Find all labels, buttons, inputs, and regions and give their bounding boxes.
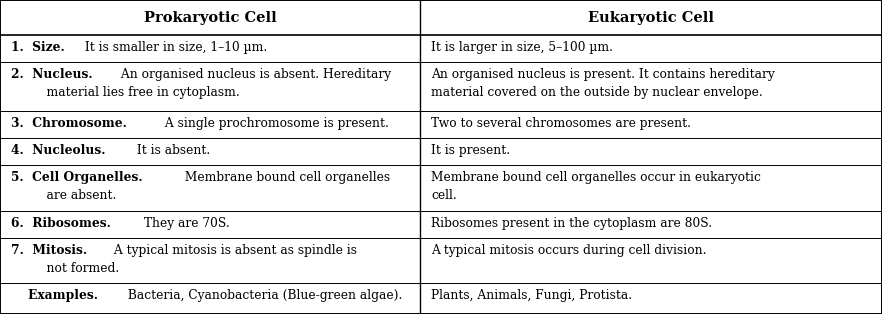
Text: 4.  Nucleolus.: 4. Nucleolus.: [11, 144, 106, 157]
Text: A typical mitosis occurs during cell division.: A typical mitosis occurs during cell div…: [431, 244, 706, 257]
Text: 1.  Size.: 1. Size.: [11, 41, 65, 54]
Text: An organised nucleus is present. It contains hereditary: An organised nucleus is present. It cont…: [431, 68, 775, 81]
Text: Examples.: Examples.: [11, 290, 99, 302]
Text: are absent.: are absent.: [31, 189, 116, 202]
Text: Eukaryotic Cell: Eukaryotic Cell: [588, 11, 714, 24]
Text: Bacteria, Cyanobacteria (Blue-green algae).: Bacteria, Cyanobacteria (Blue-green alga…: [123, 290, 402, 302]
Text: 6.  Ribosomes.: 6. Ribosomes.: [11, 217, 111, 230]
Text: Membrane bound cell organelles occur in eukaryotic: Membrane bound cell organelles occur in …: [431, 171, 761, 184]
Text: not formed.: not formed.: [31, 262, 119, 275]
Text: A typical mitosis is absent as spindle is: A typical mitosis is absent as spindle i…: [109, 244, 356, 257]
Text: material covered on the outside by nuclear envelope.: material covered on the outside by nucle…: [431, 86, 763, 99]
Text: material lies free in cytoplasm.: material lies free in cytoplasm.: [31, 86, 240, 99]
Text: 2.  Nucleus.: 2. Nucleus.: [11, 68, 93, 81]
Text: It is larger in size, 5–100 µm.: It is larger in size, 5–100 µm.: [431, 41, 613, 54]
Text: 7.  Mitosis.: 7. Mitosis.: [11, 244, 87, 257]
Text: A single prochromosome is present.: A single prochromosome is present.: [161, 117, 389, 130]
Text: Membrane bound cell organelles: Membrane bound cell organelles: [182, 171, 391, 184]
Text: Ribosomes present in the cytoplasm are 80S.: Ribosomes present in the cytoplasm are 8…: [431, 217, 713, 230]
Text: It is absent.: It is absent.: [133, 144, 211, 157]
Text: Two to several chromosomes are present.: Two to several chromosomes are present.: [431, 117, 691, 130]
Text: Plants, Animals, Fungi, Protista.: Plants, Animals, Fungi, Protista.: [431, 290, 632, 302]
Text: It is present.: It is present.: [431, 144, 511, 157]
Text: It is smaller in size, 1–10 µm.: It is smaller in size, 1–10 µm.: [81, 41, 267, 54]
Text: 5.  Cell Organelles.: 5. Cell Organelles.: [11, 171, 143, 184]
Text: Prokaryotic Cell: Prokaryotic Cell: [144, 11, 276, 24]
Text: 3.  Chromosome.: 3. Chromosome.: [11, 117, 127, 130]
Text: They are 70S.: They are 70S.: [140, 217, 230, 230]
Text: An organised nucleus is absent. Hereditary: An organised nucleus is absent. Heredita…: [116, 68, 391, 81]
Text: cell.: cell.: [431, 189, 457, 202]
